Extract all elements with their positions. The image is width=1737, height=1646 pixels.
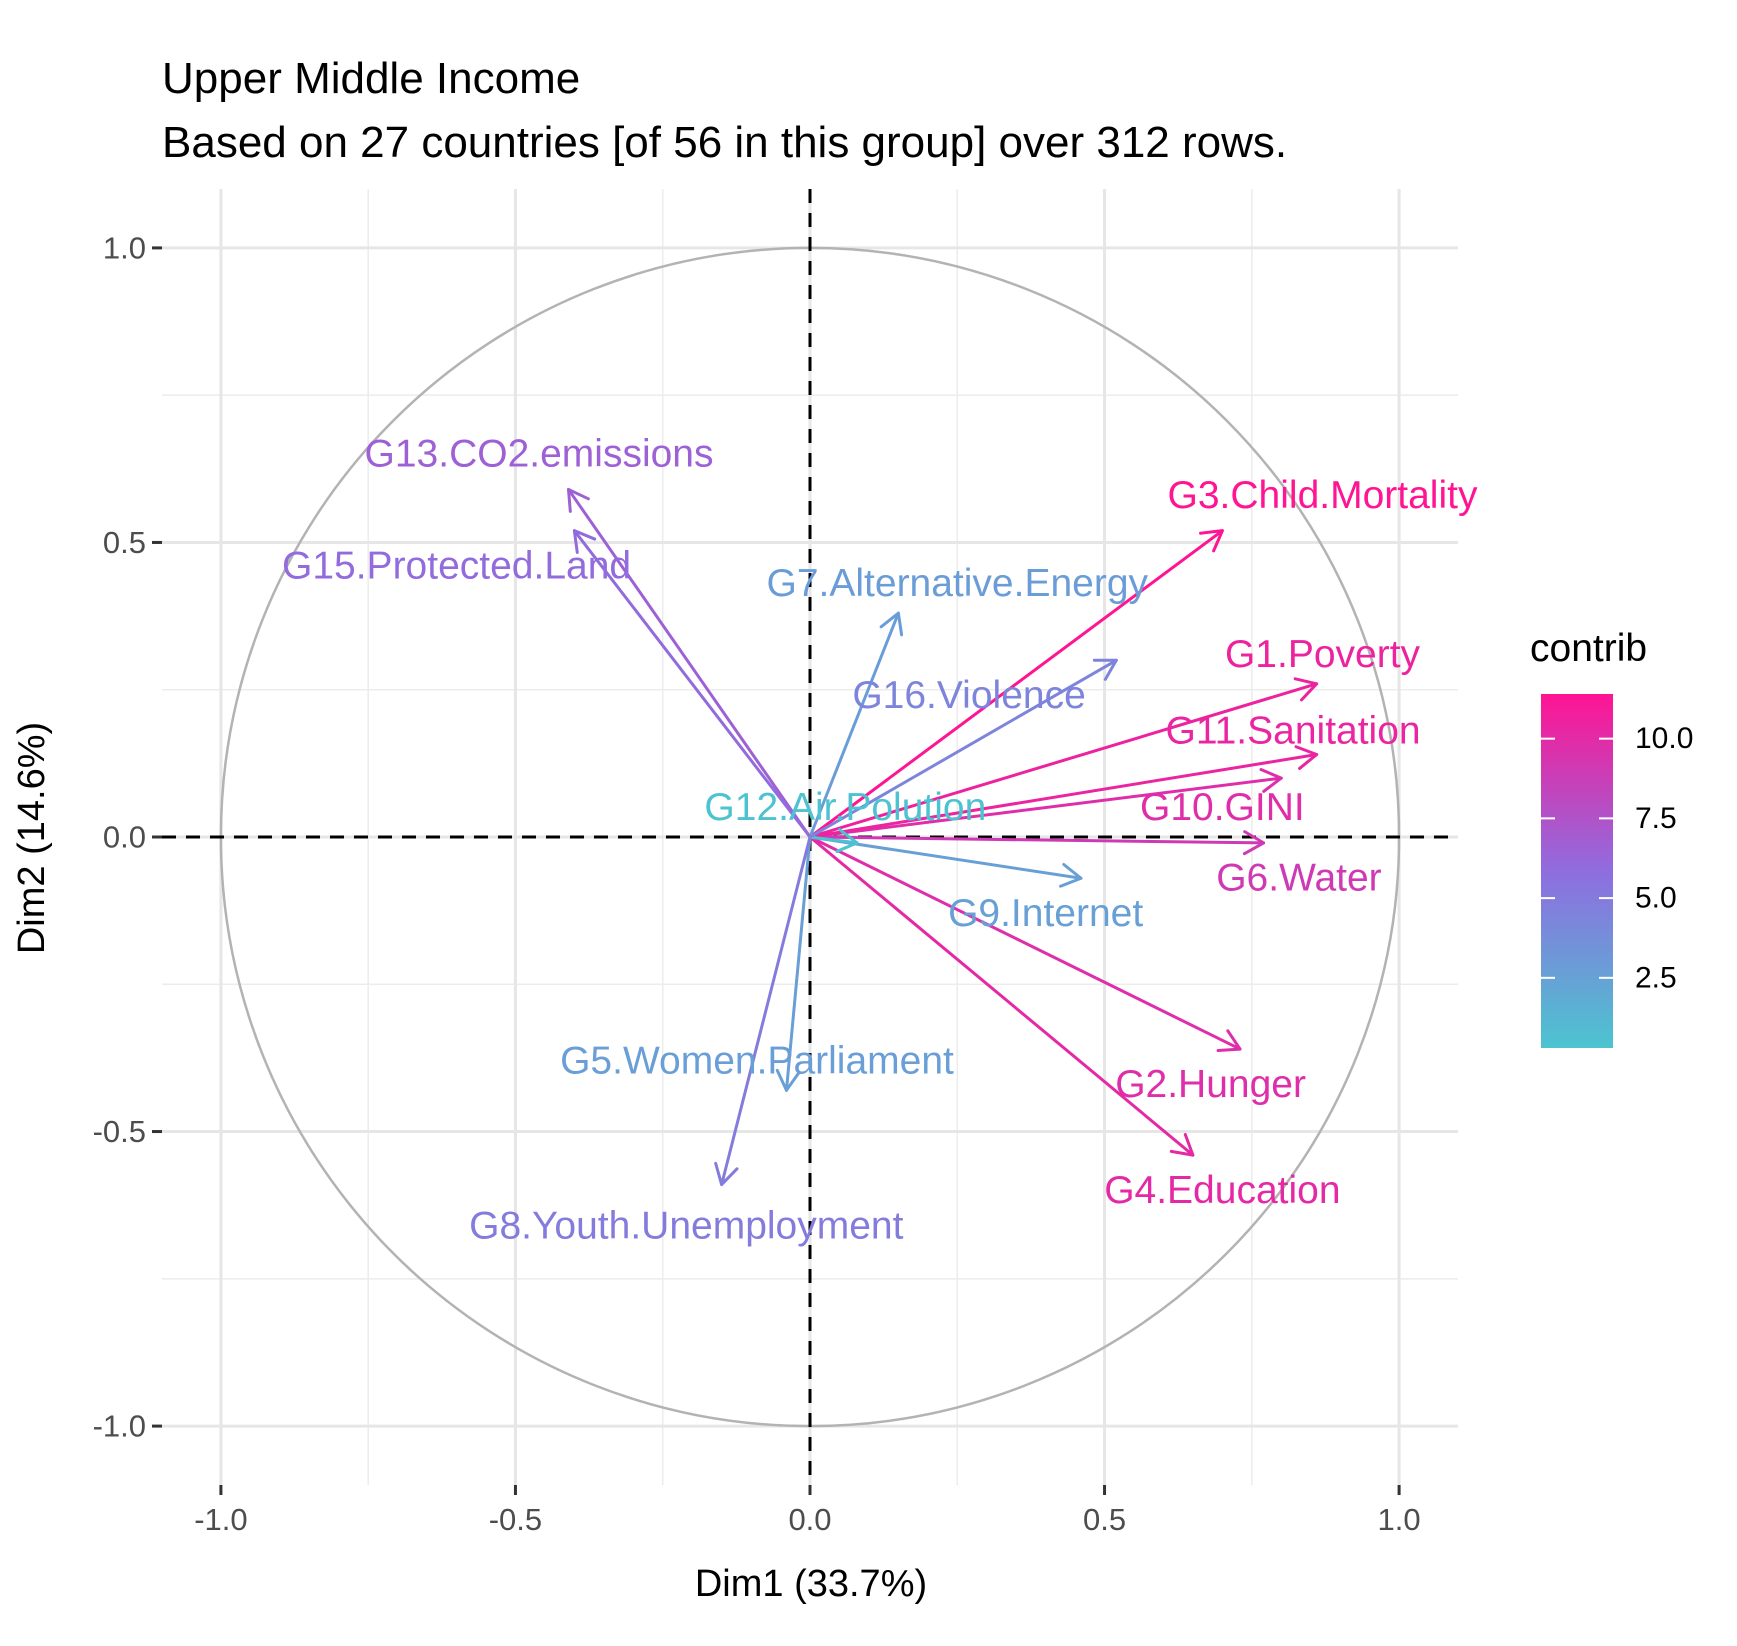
legend-tick-label: 7.5 xyxy=(1635,802,1677,835)
y-tick-label: 0.5 xyxy=(103,525,146,560)
y-axis-label: Dim2 (14.6%) xyxy=(11,722,53,954)
x-axis-label: Dim1 (33.7%) xyxy=(695,1563,927,1605)
label-G11.Sanitation: G11.Sanitation xyxy=(1165,709,1420,752)
arrow-G5.Women.Parliament xyxy=(775,835,812,1092)
label-G6.Water: G6.Water xyxy=(1216,857,1381,900)
arrow-G4.Education xyxy=(808,835,1195,1157)
x-tick-label: 1.0 xyxy=(1378,1502,1421,1537)
label-G3.Child.Mortality: G3.Child.Mortality xyxy=(1168,474,1478,517)
arrow-G3.Child.Mortality xyxy=(808,529,1224,839)
label-G16.Violence: G16.Violence xyxy=(852,674,1085,717)
label-G15.Protected.Land: G15.Protected.Land xyxy=(282,545,631,588)
arrow-G6.Water xyxy=(808,830,1266,856)
label-G13.CO2.emissions: G13.CO2.emissions xyxy=(365,433,714,476)
label-G2.Hunger: G2.Hunger xyxy=(1115,1063,1306,1106)
chart-title: Upper Middle Income xyxy=(162,54,580,103)
arrow-G13.CO2.emissions xyxy=(566,487,812,839)
legend: contrib 10.0 7.5 5.0 2.5 xyxy=(1530,627,1693,1048)
legend-colorbar xyxy=(1541,694,1613,1048)
label-G8.Youth.Unemployment: G8.Youth.Unemployment xyxy=(469,1204,903,1247)
arrow-G11.Sanitation xyxy=(808,745,1319,839)
arrow-G12.Air.Polution xyxy=(808,828,859,853)
variable-labels: G1.Poverty G2.Hunger G3.Child.Mortality G4.… xyxy=(282,433,1478,1248)
x-tick-label: 0.5 xyxy=(1083,1502,1126,1537)
arrow-G7.Alternative.Energy xyxy=(808,611,904,839)
x-tick-label: -0.5 xyxy=(489,1502,542,1537)
plot-panel: G1.Poverty G2.Hunger G3.Child.Mortality G4.… xyxy=(162,189,1478,1485)
x-tick-label: 0.0 xyxy=(788,1502,831,1537)
y-tick-label: -0.5 xyxy=(93,1114,146,1149)
label-G1.Poverty: G1.Poverty xyxy=(1225,633,1421,676)
label-G10.GINI: G10.GINI xyxy=(1140,786,1305,829)
label-G7.Alternative.Energy: G7.Alternative.Energy xyxy=(767,562,1149,605)
legend-ticks: 10.0 7.5 5.0 2.5 xyxy=(1541,722,1693,994)
label-G12.Air.Polution: G12.Air.Polution xyxy=(704,786,986,829)
legend-tick-label: 10.0 xyxy=(1635,722,1693,755)
y-axis: 1.0 0.5 0.0 -0.5 -1.0 xyxy=(93,230,162,1444)
label-G9.Internet: G9.Internet xyxy=(948,892,1143,935)
arrow-G16.Violence xyxy=(808,658,1118,839)
x-tick-label: -1.0 xyxy=(194,1502,247,1537)
x-axis: -1.0 -0.5 0.0 0.5 1.0 xyxy=(194,1485,1421,1537)
arrow-G8.Youth.Unemployment xyxy=(714,835,812,1187)
arrow-G1.Poverty xyxy=(808,677,1319,839)
legend-tick-label: 2.5 xyxy=(1635,961,1677,994)
label-G4.Education: G4.Education xyxy=(1104,1169,1340,1212)
arrow-G2.Hunger xyxy=(808,835,1242,1053)
legend-title: contrib xyxy=(1530,627,1647,670)
arrow-G10.GINI xyxy=(808,768,1283,839)
variable-arrows xyxy=(566,487,1319,1187)
legend-tick-label: 5.0 xyxy=(1635,882,1677,915)
y-tick-label: 0.0 xyxy=(103,820,146,855)
arrow-G15.Protected.Land xyxy=(572,529,812,839)
y-tick-label: 1.0 xyxy=(103,230,146,265)
chart-subtitle: Based on 27 countries [of 56 in this gro… xyxy=(162,118,1287,167)
y-tick-label: -1.0 xyxy=(93,1409,146,1444)
label-G5.Women.Parliament: G5.Women.Parliament xyxy=(560,1039,954,1082)
